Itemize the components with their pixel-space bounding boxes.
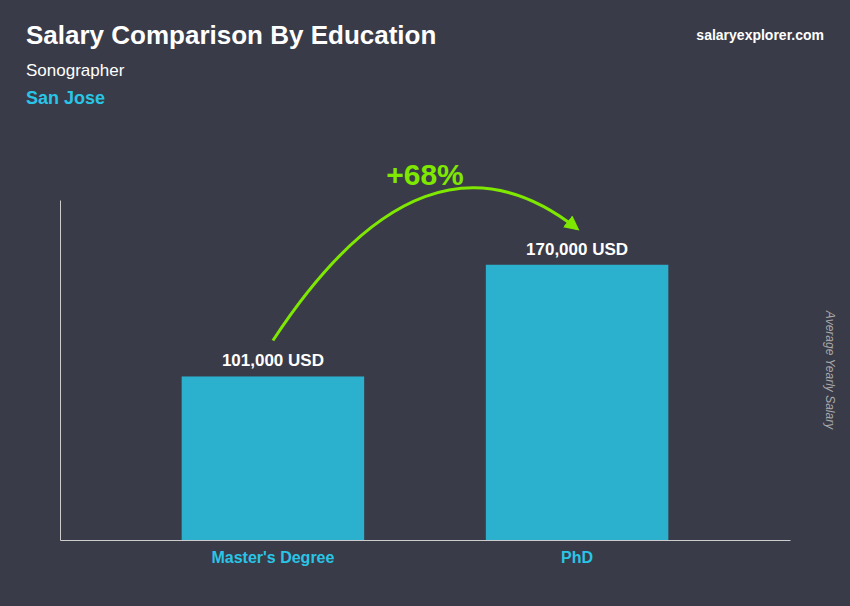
source: salaryexplorer.com [696, 27, 824, 43]
background [0, 0, 850, 606]
location: San Jose [26, 88, 105, 108]
x-tick: Master's Degree [211, 540, 334, 566]
chart: Salary Comparison By Education Sonographe… [0, 0, 850, 606]
plot: Master's Degree PhD 101,000 USD 170,000 USD… [61, 158, 791, 567]
y-axis-line [60, 201, 61, 541]
y-label: Average Yearly Salary [823, 310, 837, 430]
x-axis: Master's Degree PhD [61, 540, 791, 566]
bar [486, 265, 669, 540]
x-tick-label: Master's Degree [211, 549, 334, 566]
x-tick: PhD [561, 540, 593, 566]
bars [182, 265, 669, 540]
title: Salary Comparison By Education [26, 20, 436, 50]
bar [182, 376, 365, 540]
data-label: 101,000 USD [222, 351, 324, 370]
y-axis [60, 201, 61, 541]
change-arrow [273, 188, 577, 341]
data-labels: 101,000 USD 170,000 USD [222, 240, 628, 371]
x-axis-line [61, 540, 791, 541]
subtitle: Sonographer [26, 61, 125, 80]
pct-change: +68% [386, 158, 464, 191]
x-tick-label: PhD [561, 549, 593, 566]
data-label: 170,000 USD [526, 240, 628, 259]
